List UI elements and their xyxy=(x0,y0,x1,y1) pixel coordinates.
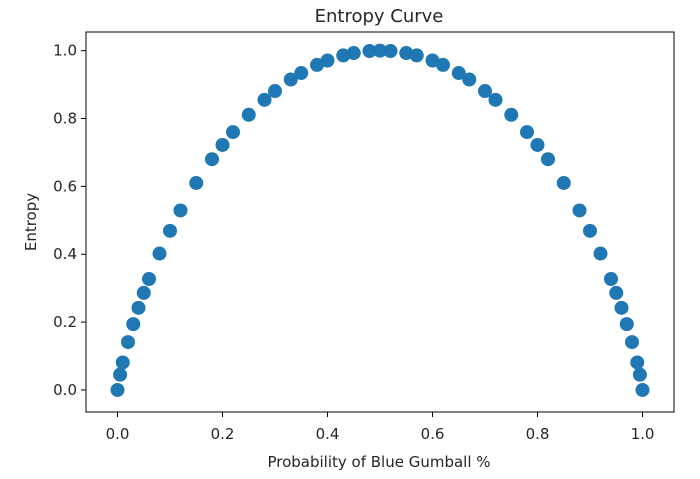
data-point xyxy=(504,107,519,122)
data-point xyxy=(593,246,608,261)
data-point xyxy=(126,317,141,332)
y-axis-label: Entropy xyxy=(22,193,40,251)
x-axis-label: Probability of Blue Gumball % xyxy=(267,453,490,471)
data-point xyxy=(115,355,130,370)
data-point xyxy=(625,335,639,350)
x-axis: 0.0 0.2 0.4 0.6 0.8 1.0 xyxy=(106,412,655,443)
data-points xyxy=(110,43,650,397)
data-point xyxy=(541,152,555,167)
data-point xyxy=(283,72,298,87)
data-point xyxy=(152,246,167,261)
data-point xyxy=(173,203,188,218)
data-point xyxy=(609,285,624,300)
x-tick-label: 0.6 xyxy=(421,425,445,443)
data-point xyxy=(530,137,545,152)
data-point xyxy=(113,367,128,382)
data-point xyxy=(409,48,424,63)
data-point xyxy=(373,43,387,58)
x-tick-label: 0.0 xyxy=(106,425,130,443)
data-point xyxy=(163,223,177,238)
data-point xyxy=(462,72,477,87)
data-point xyxy=(189,175,204,190)
data-point xyxy=(268,84,282,99)
data-point xyxy=(310,57,324,72)
data-point xyxy=(436,57,450,72)
data-point xyxy=(399,46,414,61)
x-tick-label: 0.4 xyxy=(316,425,340,443)
x-tick-label: 0.2 xyxy=(211,425,235,443)
data-point xyxy=(604,272,618,286)
data-point xyxy=(425,53,440,68)
y-tick-label: 0.4 xyxy=(53,245,77,263)
data-point xyxy=(619,317,634,332)
data-point xyxy=(294,66,309,81)
data-point xyxy=(110,382,125,397)
data-point xyxy=(215,137,230,152)
y-tick-label: 0.6 xyxy=(53,177,77,195)
data-point xyxy=(142,272,156,286)
data-point xyxy=(131,300,146,315)
data-point xyxy=(451,66,466,81)
data-point xyxy=(257,92,272,107)
data-point xyxy=(614,300,629,315)
data-point xyxy=(320,53,335,68)
y-tick-label: 0.8 xyxy=(53,110,77,128)
data-point xyxy=(478,84,492,99)
data-point xyxy=(572,203,587,218)
data-point xyxy=(226,125,240,140)
data-point xyxy=(520,125,534,140)
data-point xyxy=(556,175,571,190)
x-tick-label: 1.0 xyxy=(631,425,655,443)
data-point xyxy=(362,44,377,58)
data-point xyxy=(205,152,219,167)
plot-frame xyxy=(85,31,675,413)
data-point xyxy=(488,92,503,107)
y-tick-label: 0.0 xyxy=(53,381,77,399)
y-tick-label: 0.2 xyxy=(53,313,77,331)
data-point xyxy=(383,44,398,58)
y-tick-label: 1.0 xyxy=(53,42,77,60)
y-axis: 0.0 0.2 0.4 0.6 0.8 1.0 xyxy=(53,42,86,399)
data-point xyxy=(121,335,135,350)
data-point xyxy=(346,46,361,61)
data-point xyxy=(630,355,645,370)
chart-title: Entropy Curve xyxy=(315,6,444,27)
data-point xyxy=(632,367,647,382)
data-point xyxy=(583,223,597,238)
data-point xyxy=(635,382,650,397)
data-point xyxy=(241,107,256,122)
data-point xyxy=(336,48,351,63)
x-tick-label: 0.8 xyxy=(526,425,550,443)
data-point xyxy=(136,285,151,300)
